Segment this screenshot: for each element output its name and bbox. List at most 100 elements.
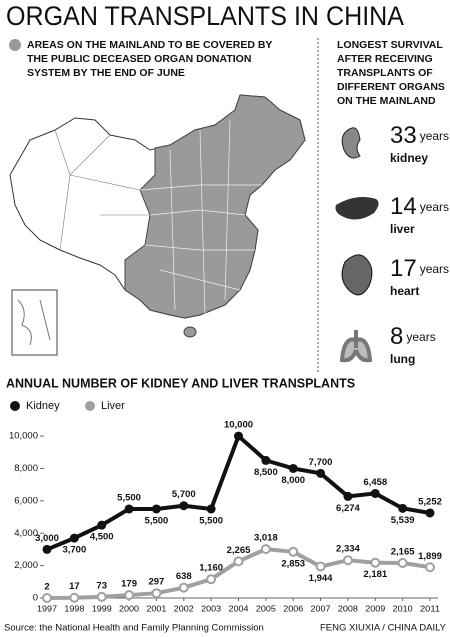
y-tick-label: 2,000 (14, 560, 38, 571)
value-label: 1,944 (309, 573, 333, 584)
data-point (288, 546, 299, 557)
data-point (96, 591, 107, 602)
map-legend: SYSTEM BY THE END OF JUNE (27, 67, 185, 79)
map (9, 94, 306, 356)
value-label: 2,853 (281, 558, 305, 569)
x-tick-label: 2007 (311, 603, 331, 613)
value-label: 3,700 (62, 545, 86, 556)
x-tick-label: 2009 (365, 603, 385, 613)
x-tick-label: 1997 (37, 603, 57, 613)
legend-label: Kidney (26, 400, 60, 412)
value-label: 6,458 (363, 477, 387, 488)
value-label: 5,539 (391, 515, 415, 526)
survival-value: 8 years (390, 323, 436, 350)
x-tick-label: 2002 (174, 603, 194, 613)
x-tick-label: 1998 (64, 603, 84, 613)
value-label: 6,274 (336, 503, 360, 514)
survival-heading: DIFFERENT ORGANS (337, 81, 445, 93)
credit: FENG XIUXIA / CHINA DAILY (320, 623, 447, 634)
data-point (343, 491, 353, 501)
survival-heading: AFTER RECEIVING (337, 53, 433, 65)
x-tick-label: 2005 (256, 603, 276, 613)
value-label: 2,265 (227, 545, 251, 556)
x-tick-label: 2003 (201, 603, 221, 613)
survival-value: 14 years (390, 193, 449, 220)
value-label: 8,500 (254, 467, 278, 478)
data-point (397, 557, 408, 568)
value-label: 2,334 (336, 544, 360, 555)
survival-heading: LONGEST SURVIVAL (337, 39, 443, 51)
value-label: 5,500 (199, 515, 223, 526)
title: ORGAN TRANSPLANTS IN CHINA (6, 1, 404, 31)
survival-heading: TRANSPLANTS OF (337, 67, 433, 79)
value-label: 3,000 (35, 533, 59, 544)
x-tick-label: 1999 (92, 603, 112, 613)
survival-value: 33 years (390, 122, 449, 149)
data-point (425, 562, 435, 573)
value-label: 1,160 (199, 563, 223, 574)
survival-number: 17 (390, 255, 417, 282)
x-tick-label: 2000 (119, 603, 139, 613)
legend-dot (9, 39, 21, 51)
map-legend: AREAS ON THE MAINLAND TO BE COVERED BY (27, 39, 272, 51)
data-point (260, 544, 271, 555)
survival-value: 17 years (390, 255, 449, 282)
data-point (42, 592, 52, 603)
value-label: 5,500 (117, 492, 141, 503)
data-point (398, 503, 408, 513)
y-tick-label: 6,000 (14, 495, 38, 506)
x-tick-label: 2004 (229, 603, 249, 613)
survival-unit: years (420, 129, 449, 143)
value-label: 10,000 (224, 420, 253, 431)
value-label: 5,700 (172, 489, 196, 500)
survival-number: 8 (390, 323, 403, 350)
survival-number: 33 (390, 122, 417, 149)
x-tick-label: 2006 (283, 603, 303, 613)
data-point (342, 555, 353, 566)
survival-number: 14 (390, 193, 417, 220)
value-label: 8,000 (281, 475, 305, 486)
organ-name: kidney (390, 151, 428, 165)
value-label: 73 (96, 580, 107, 591)
data-point (69, 533, 79, 543)
data-point (151, 588, 162, 599)
data-point (69, 592, 80, 603)
survival-unit: years (420, 200, 449, 214)
organ-name: liver (390, 222, 415, 236)
value-label: 2,165 (391, 546, 415, 557)
data-point (151, 504, 161, 514)
value-label: 2,181 (363, 569, 387, 580)
x-tick-label: 2001 (146, 603, 166, 613)
value-label: 17 (69, 581, 80, 592)
value-label: 1,899 (418, 551, 442, 562)
x-tick-label: 2011 (420, 603, 440, 613)
source: Source: the National Health and Family P… (4, 623, 264, 634)
value-label: 297 (148, 577, 164, 588)
value-label: 7,700 (309, 457, 333, 468)
data-point (178, 582, 189, 593)
value-label: 5,252 (418, 496, 442, 507)
organ-icons (335, 127, 379, 363)
legend-marker (85, 401, 95, 411)
line-chart: 0 2,000 4,000 6,000 8,000 10,000 1997 1998 1999 2… (9, 400, 442, 613)
data-point (206, 504, 216, 514)
data-point (206, 574, 217, 585)
value-label: 179 (121, 579, 137, 590)
data-point (425, 508, 435, 518)
organ-name: heart (390, 284, 419, 298)
data-point (316, 468, 326, 478)
y-tick-label: 0 (33, 593, 38, 604)
legend-label: Liver (101, 400, 125, 412)
y-tick-label: 4,000 (14, 528, 38, 539)
x-tick-label: 2008 (338, 603, 358, 613)
data-point (261, 455, 271, 465)
chart-title: ANNUAL NUMBER OF KIDNEY AND LIVER TRANSP… (6, 376, 355, 390)
value-label: 5,500 (145, 515, 169, 526)
data-point (179, 501, 189, 511)
x-tick-label: 2010 (393, 603, 413, 613)
data-point (234, 431, 243, 441)
organ-name: lung (390, 352, 415, 366)
data-point (370, 557, 381, 568)
